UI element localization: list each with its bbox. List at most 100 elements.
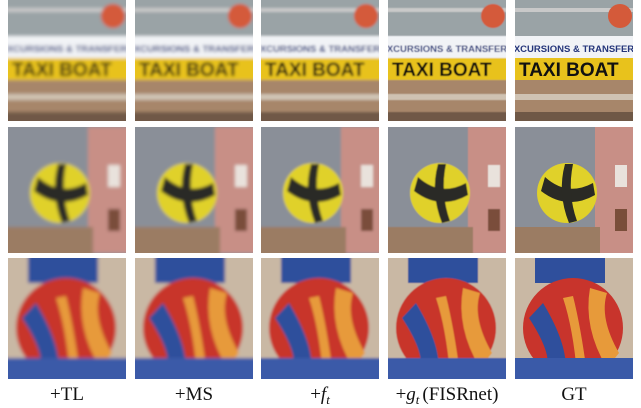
buoy	[481, 4, 505, 28]
ground	[261, 227, 346, 253]
window2	[615, 209, 627, 231]
hands	[388, 358, 506, 379]
sign-line2: TAXI BOAT	[519, 60, 619, 81]
image-crop	[135, 127, 253, 253]
ball-panel2	[461, 288, 492, 368]
ball-panel	[529, 303, 566, 376]
ball-panel3	[183, 296, 207, 374]
hull-dark	[261, 112, 379, 121]
window2	[108, 209, 120, 231]
rail	[515, 8, 633, 12]
ball-panel	[22, 303, 59, 376]
house	[215, 127, 253, 253]
image-crop	[8, 127, 126, 253]
ball-stripe2	[307, 164, 323, 223]
yellow-band	[515, 58, 633, 80]
yellow-band	[261, 58, 379, 80]
caption-part: f	[321, 384, 329, 405]
image-crop	[261, 258, 379, 379]
hull-edge	[135, 94, 253, 100]
caption-part: t	[416, 392, 420, 407]
yellow-band	[388, 58, 506, 80]
ball-panel3	[436, 296, 460, 374]
ball-panel3	[56, 296, 80, 374]
image-crop	[515, 127, 633, 253]
sign-line1: EXCURSIONS & TRANSFERS	[0, 44, 133, 55]
sign-line1: EXCURSIONS & TRANSFERS	[507, 44, 640, 55]
caption-part: GT	[561, 384, 587, 405]
yellow-band	[8, 58, 126, 80]
image-crop	[388, 127, 506, 253]
ball-panel2	[208, 288, 239, 368]
window	[615, 165, 627, 187]
hull-edge	[261, 94, 379, 100]
image-crop	[388, 258, 506, 379]
house	[341, 127, 379, 253]
ball-panel2	[334, 288, 365, 368]
sign-line2: TAXI BOAT	[139, 60, 239, 81]
ball-panel	[275, 303, 312, 376]
hands	[261, 358, 379, 379]
caption: GT	[561, 384, 587, 405]
sign-line1: EXCURSIONS & TRANSFERS	[380, 44, 513, 55]
image-crop	[261, 127, 379, 253]
ball-stripe2	[434, 164, 450, 223]
hands	[135, 358, 253, 379]
buoy	[101, 4, 125, 28]
house	[595, 127, 633, 253]
sign-line1: EXCURSIONS & TRANSFERS	[127, 44, 260, 55]
image-crop: EXCURSIONS & TRANSFERS TAXI BOAT	[0, 0, 133, 121]
ground	[388, 227, 473, 253]
image-crop: EXCURSIONS & TRANSFERS TAXI BOAT	[507, 0, 640, 121]
ball-panel2	[81, 288, 112, 368]
rail	[135, 8, 253, 12]
hands	[8, 358, 126, 379]
banner	[515, 36, 633, 58]
window	[488, 165, 500, 187]
window	[235, 165, 247, 187]
banner	[261, 36, 379, 58]
caption: +ft	[310, 384, 330, 407]
house	[88, 127, 126, 253]
ball-stripe2	[561, 164, 577, 223]
ball-panel	[149, 303, 186, 376]
hull-dark	[8, 112, 126, 121]
sign-line2: TAXI BOAT	[265, 60, 365, 81]
ball-panel3	[309, 296, 333, 374]
image-crop: EXCURSIONS & TRANSFERS TAXI BOAT	[253, 0, 386, 121]
ball-panel	[402, 303, 439, 376]
image-crop	[8, 258, 126, 379]
ball-panel3	[563, 296, 587, 374]
hull-dark	[135, 112, 253, 121]
caption: +MS	[175, 384, 213, 405]
buoy	[354, 4, 378, 28]
caption: +gt (FISRnet)	[396, 384, 499, 407]
ball-panel2	[588, 288, 619, 368]
sign-line1: EXCURSIONS & TRANSFERS	[253, 44, 386, 55]
image-crop: EXCURSIONS & TRANSFERS TAXI BOAT	[127, 0, 260, 121]
buoy	[228, 4, 252, 28]
rail	[388, 8, 506, 12]
ball-stripe2	[54, 164, 70, 223]
banner	[8, 36, 126, 58]
yellow-band	[135, 58, 253, 80]
hull-edge	[8, 94, 126, 100]
window	[361, 165, 373, 187]
window	[108, 165, 120, 187]
caption: +TL	[50, 384, 84, 405]
house	[468, 127, 506, 253]
window2	[361, 209, 373, 231]
image-crop	[135, 258, 253, 379]
image-crop: EXCURSIONS & TRANSFERS TAXI BOAT	[380, 0, 513, 121]
caption-part: g	[406, 384, 416, 405]
hull-dark	[388, 112, 506, 121]
window2	[488, 209, 500, 231]
ground	[515, 227, 600, 253]
caption-part: +MS	[175, 384, 213, 405]
caption-part: +TL	[50, 384, 84, 405]
sign-line2: TAXI BOAT	[12, 60, 112, 81]
ground	[135, 227, 220, 253]
ground	[8, 227, 93, 253]
banner	[388, 36, 506, 58]
